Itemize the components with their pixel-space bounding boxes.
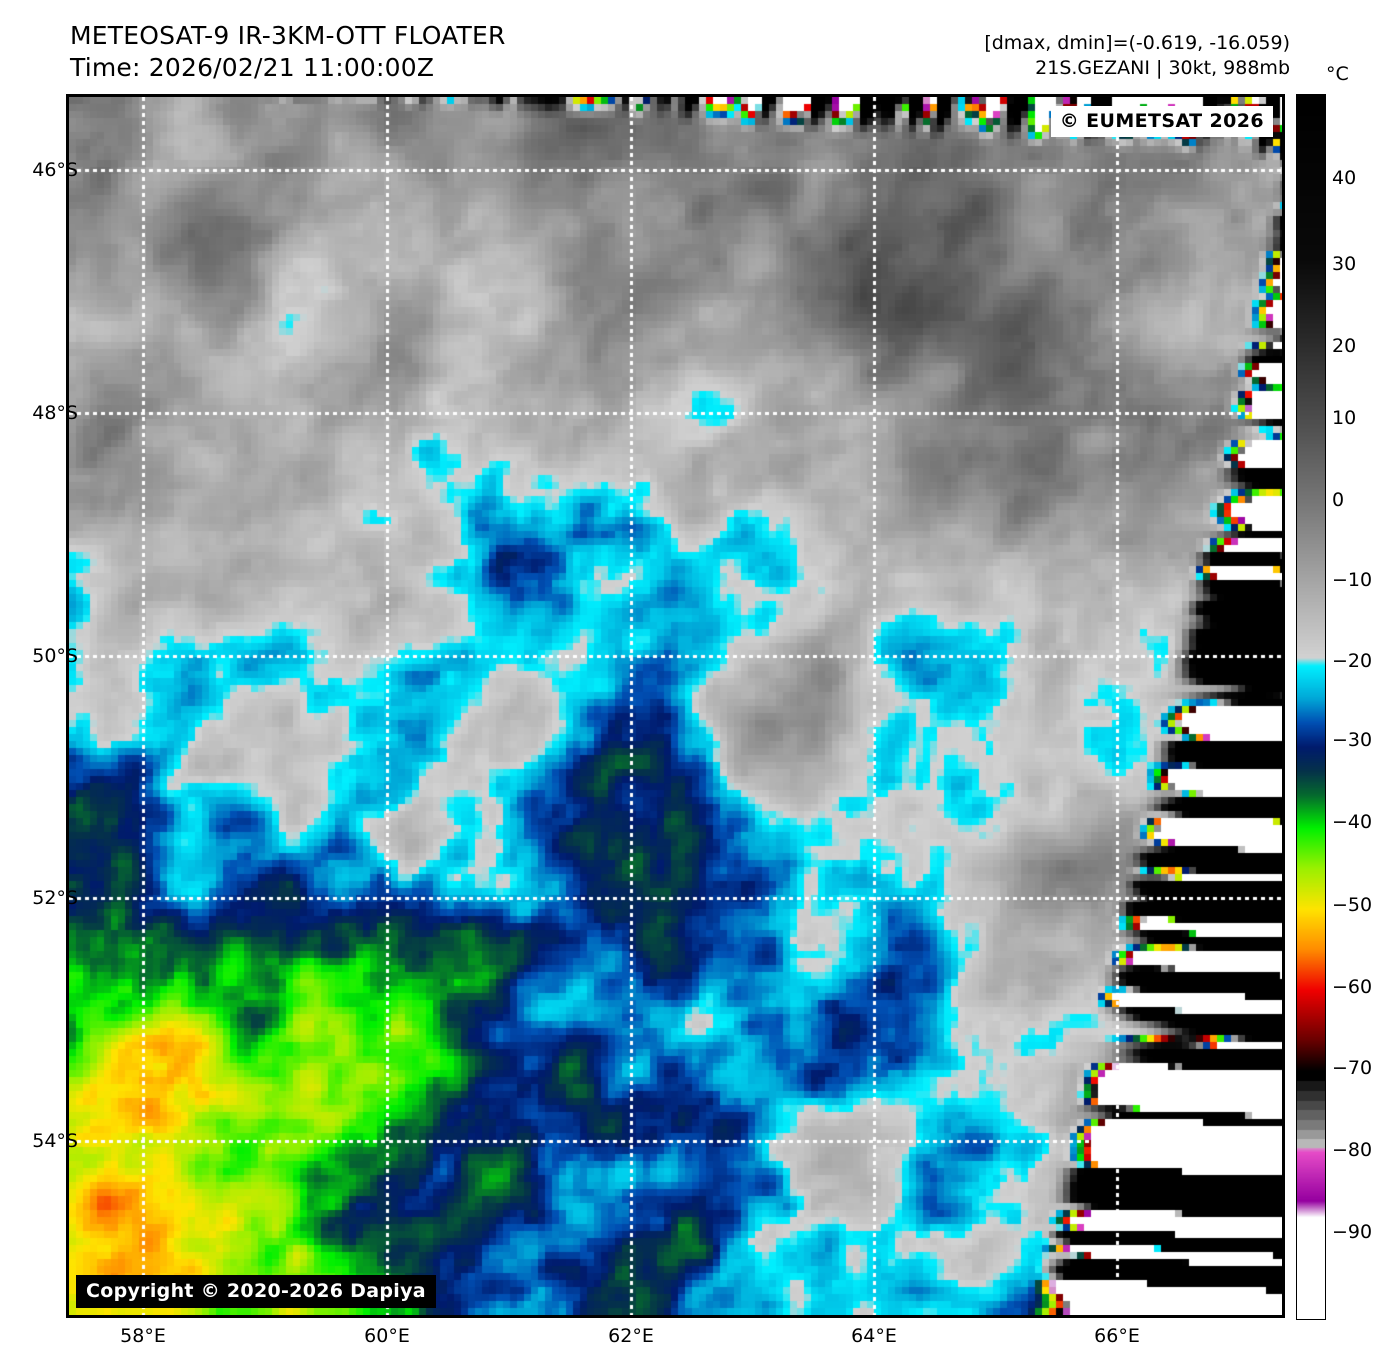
lon-tick-label: 66°E [1094, 1325, 1140, 1347]
timestamp-label: Time: 2026/02/21 11:00:00Z [70, 53, 435, 82]
dminmax-label: [dmax, dmin]=(-0.619, -16.059) [984, 32, 1290, 54]
colorbar-tick-label: 30 [1332, 253, 1357, 275]
storm-info-label: 21S.GEZANI | 30kt, 988mb [1035, 57, 1290, 79]
colorbar-tick-label: −50 [1332, 894, 1373, 916]
colorbar-tick-label: −70 [1332, 1057, 1373, 1079]
lon-tick-label: 62°E [608, 1325, 654, 1347]
colorbar-tick-label: −10 [1332, 569, 1373, 591]
lat-tick-label: 54°S [32, 1130, 78, 1152]
satellite-map[interactable]: © EUMETSAT 2026 Copyright © 2020-2026 Da… [66, 94, 1285, 1318]
header-title-block: METEOSAT-9 IR-3KM-OTT FLOATER Time: 2026… [70, 20, 506, 84]
satellite-imagery-canvas [69, 97, 1282, 1315]
colorbar-tick-label: −40 [1332, 811, 1373, 833]
colorbar-unit-label: °C [1326, 63, 1349, 85]
colorbar-tick-label: −30 [1332, 729, 1373, 751]
lat-tick-label: 50°S [32, 645, 78, 667]
colorbar-tick-label: 40 [1332, 167, 1357, 189]
colorbar-tick-label: −90 [1332, 1221, 1373, 1243]
lon-tick-label: 60°E [364, 1325, 410, 1347]
header-metadata-block: [dmax, dmin]=(-0.619, -16.059) 21S.GEZAN… [984, 31, 1290, 81]
colorbar-tick-label: −60 [1332, 976, 1373, 998]
colorbar-tick-label: −20 [1332, 650, 1373, 672]
lat-tick-label: 48°S [32, 402, 78, 424]
page-title: METEOSAT-9 IR-3KM-OTT FLOATER [70, 21, 506, 50]
lat-tick-label: 52°S [32, 887, 78, 909]
colorbar-tick-label: 0 [1332, 489, 1345, 511]
lon-tick-label: 58°E [120, 1325, 166, 1347]
colorbar-tick-label: 10 [1332, 407, 1357, 429]
lon-tick-label: 64°E [851, 1325, 897, 1347]
eumetsat-watermark: © EUMETSAT 2026 [1050, 106, 1273, 137]
lat-tick-label: 46°S [32, 159, 78, 181]
copyright-watermark: Copyright © 2020-2026 Dapiya [76, 1275, 436, 1308]
colorbar-tick-label: 20 [1332, 335, 1357, 357]
temperature-colorbar[interactable] [1296, 94, 1326, 1320]
colorbar-tick-label: −80 [1332, 1139, 1373, 1161]
colorbar-gradient [1297, 95, 1325, 1319]
